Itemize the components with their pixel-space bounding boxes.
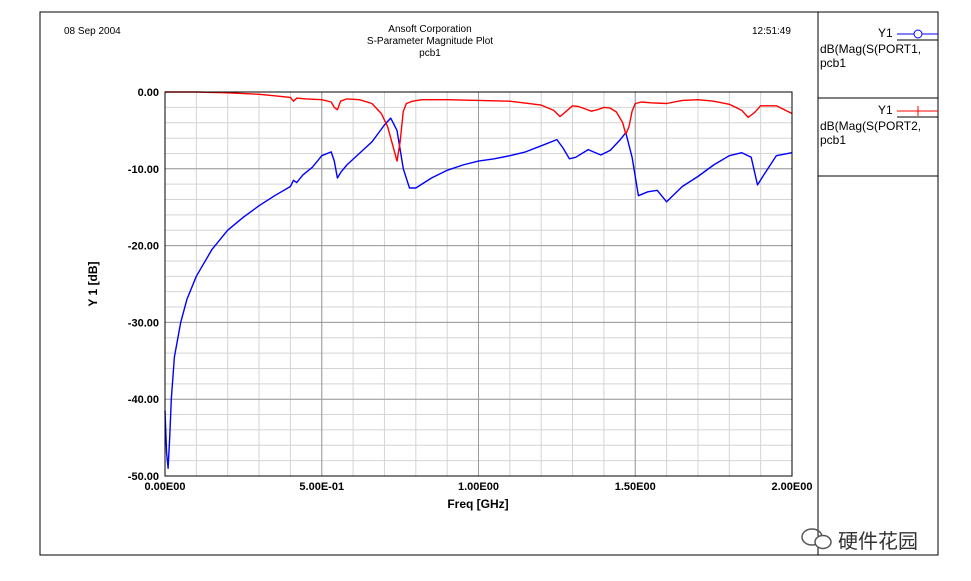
header-time: 12:51:49: [752, 26, 791, 37]
legend-label-line2: pcb1: [820, 133, 847, 147]
legend-label-line1: dB(Mag(S(PORT1,: [820, 42, 922, 56]
series-line-1: [164, 117, 793, 469]
legend-name: Y1: [878, 26, 893, 40]
legend-name: Y1: [878, 103, 893, 117]
legend-marker-2: [897, 106, 938, 118]
watermark-text: 硬件花园: [838, 529, 918, 553]
legend-label-line1: dB(Mag(S(PORT2,: [820, 119, 922, 133]
y-tick-label: -50.00: [128, 471, 159, 483]
plot-border: [164, 91, 793, 477]
tick-labels: 0.00E00 5.00E-01 1.00E00 1.50E00 2.00E00 0.00…: [128, 87, 813, 493]
x-tick-label: 0.00E00: [145, 481, 186, 493]
y-axis-label: Y 1 [dB]: [86, 261, 100, 306]
legend-label-line2: pcb1: [820, 56, 847, 70]
series-layer: [164, 91, 793, 469]
header-design: pcb1: [419, 48, 441, 59]
y-tick-label: -30.00: [128, 317, 159, 329]
x-tick-label: 5.00E-01: [299, 481, 344, 493]
legend-marker-1: [897, 29, 938, 41]
y-tick-label: -20.00: [128, 241, 159, 253]
header-plot-title: S-Parameter Magnitude Plot: [366, 36, 494, 47]
x-tick-label: 1.50E00: [615, 481, 656, 493]
series-line-2: [165, 91, 793, 162]
wechat-icon: [801, 528, 832, 550]
y-tick-label: -10.00: [128, 164, 159, 176]
y-tick-label: -40.00: [128, 394, 159, 406]
header-date: 08 Sep 2004: [64, 26, 121, 37]
x-axis-label: Freq [GHz]: [447, 497, 508, 511]
y-tick-label: 0.00: [138, 87, 159, 99]
x-tick-label: 2.00E00: [772, 481, 813, 493]
plot-area: 0.00E00 5.00E-01 1.00E00 1.50E00 2.00E00 0.00…: [86, 87, 812, 511]
x-tick-label: 1.00E00: [458, 481, 499, 493]
header-company: Ansoft Corporation: [388, 24, 472, 35]
